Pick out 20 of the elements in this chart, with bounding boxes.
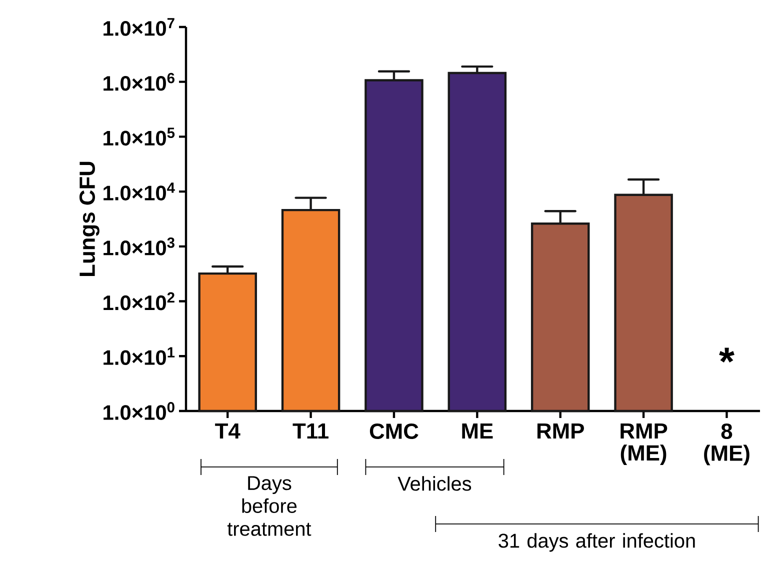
y-tick-label: 1.0×10$^{0}$ <box>104 402 174 420</box>
y-tick-label: 1.0×10$^{3}$ <box>104 237 174 256</box>
text: 31 days after infection <box>498 533 695 552</box>
x-tick-label: ME <box>462 423 493 439</box>
y-tick-label: 1.0×10$^{4}$ <box>104 182 175 200</box>
y-tick-label: 1.0×10$^{2}$ <box>104 292 174 310</box>
y-tick-label: 1.0×10$^{1}$ <box>104 347 175 366</box>
x-tick-label: RMP (ME) <box>620 423 668 466</box>
annotation: * <box>719 348 734 363</box>
x-tick-label: CMC <box>370 423 418 439</box>
x-tick-label: T4 <box>215 423 240 439</box>
x-tick-label: RMP <box>537 423 584 439</box>
x-tick-label: 8 (ME) <box>704 423 750 466</box>
y-axis-title: Lungs CFU <box>79 162 100 276</box>
y-tick-label: 1.0×10$^{7}$ <box>104 18 174 36</box>
y-tick-label: 1.0×10$^{5}$ <box>104 128 175 146</box>
y-tick-label: 1.0×10$^{6}$ <box>104 72 174 91</box>
text: Vehicles <box>398 476 472 491</box>
text: Days before treatment <box>227 476 312 536</box>
x-tick-label: T11 <box>292 423 328 439</box>
